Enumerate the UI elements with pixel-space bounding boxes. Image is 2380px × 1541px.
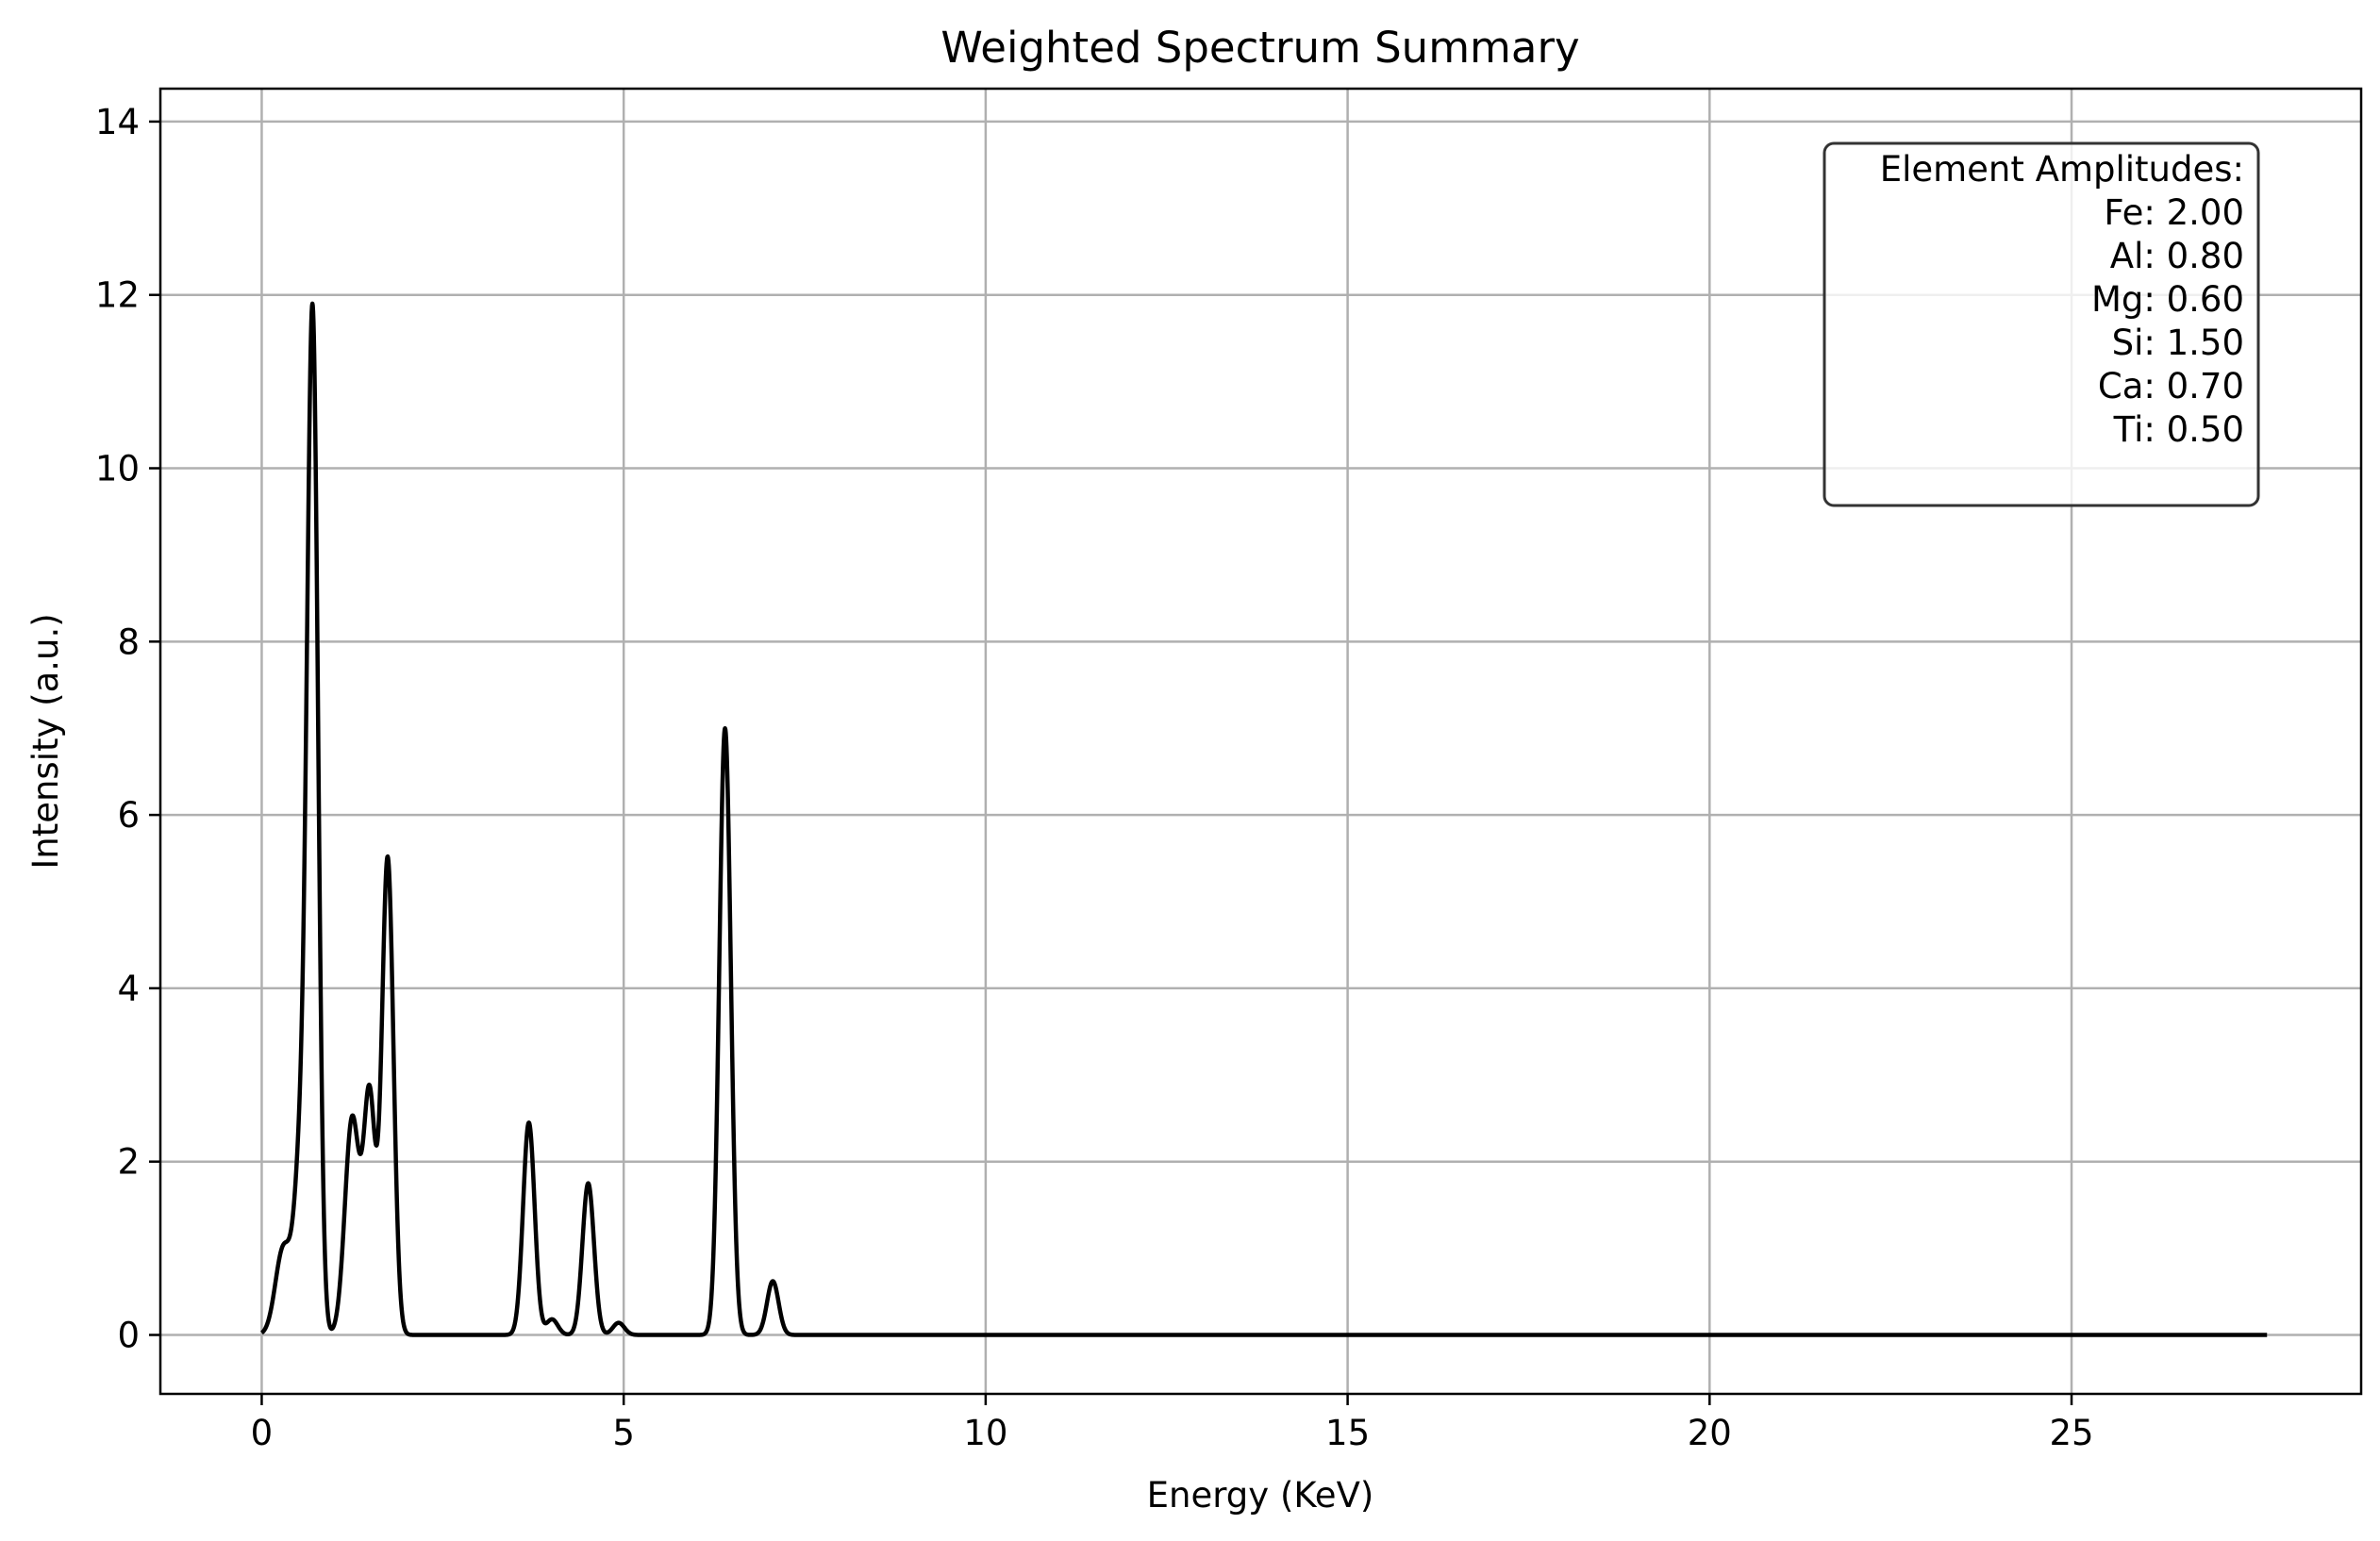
annotation-line-al: Al: 0.80: [2110, 236, 2244, 276]
chart-title: Weighted Spectrum Summary: [940, 23, 1579, 73]
plot-area: [259, 301, 2270, 1337]
x-tick-label: 25: [2049, 1413, 2093, 1453]
x-tick-label: 20: [1688, 1413, 1732, 1453]
y-tick-label: 4: [117, 969, 140, 1009]
y-tick-label: 0: [117, 1316, 140, 1356]
annotation-line-ti: Ti: 0.50: [2113, 409, 2244, 450]
annotation-line-mg: Mg: 0.60: [2091, 279, 2244, 320]
y-tick-label: 12: [95, 275, 140, 316]
y-tick-label: 8: [117, 621, 140, 662]
y-tick-label: 6: [117, 795, 140, 836]
annotation-box-frame: [1822, 141, 2260, 507]
x-tick-label: 0: [251, 1413, 274, 1453]
annotation-title: Element Amplitudes:: [1880, 149, 2244, 190]
x-tick-label: 10: [963, 1413, 1007, 1453]
annotation-line-ca: Ca: 0.70: [2098, 366, 2244, 406]
x-tick-label: 5: [612, 1413, 635, 1453]
x-axis-ticks: 0 5 10 15 20 25: [251, 1394, 2094, 1453]
x-axis-label: Energy (KeV): [1147, 1475, 1374, 1516]
annotation-line-si: Si: 1.50: [2112, 323, 2244, 363]
y-tick-label: 2: [117, 1142, 140, 1183]
element-amplitudes-box: Element Amplitudes: Fe: 2.00 Al: 0.80 Mg…: [1822, 141, 2260, 507]
plot-frame: [158, 87, 2363, 1396]
annotation-line-fe: Fe: 2.00: [2104, 192, 2244, 233]
y-tick-label: 10: [95, 449, 140, 489]
y-tick-label: 14: [95, 102, 140, 142]
spectrum-series-line: [259, 301, 2270, 1337]
x-tick-label: 15: [1325, 1413, 1370, 1453]
y-axis-label: Intensity (a.u.): [25, 613, 66, 869]
y-axis-ticks: 0 2 4 6 8 10 12 14: [95, 102, 160, 1356]
